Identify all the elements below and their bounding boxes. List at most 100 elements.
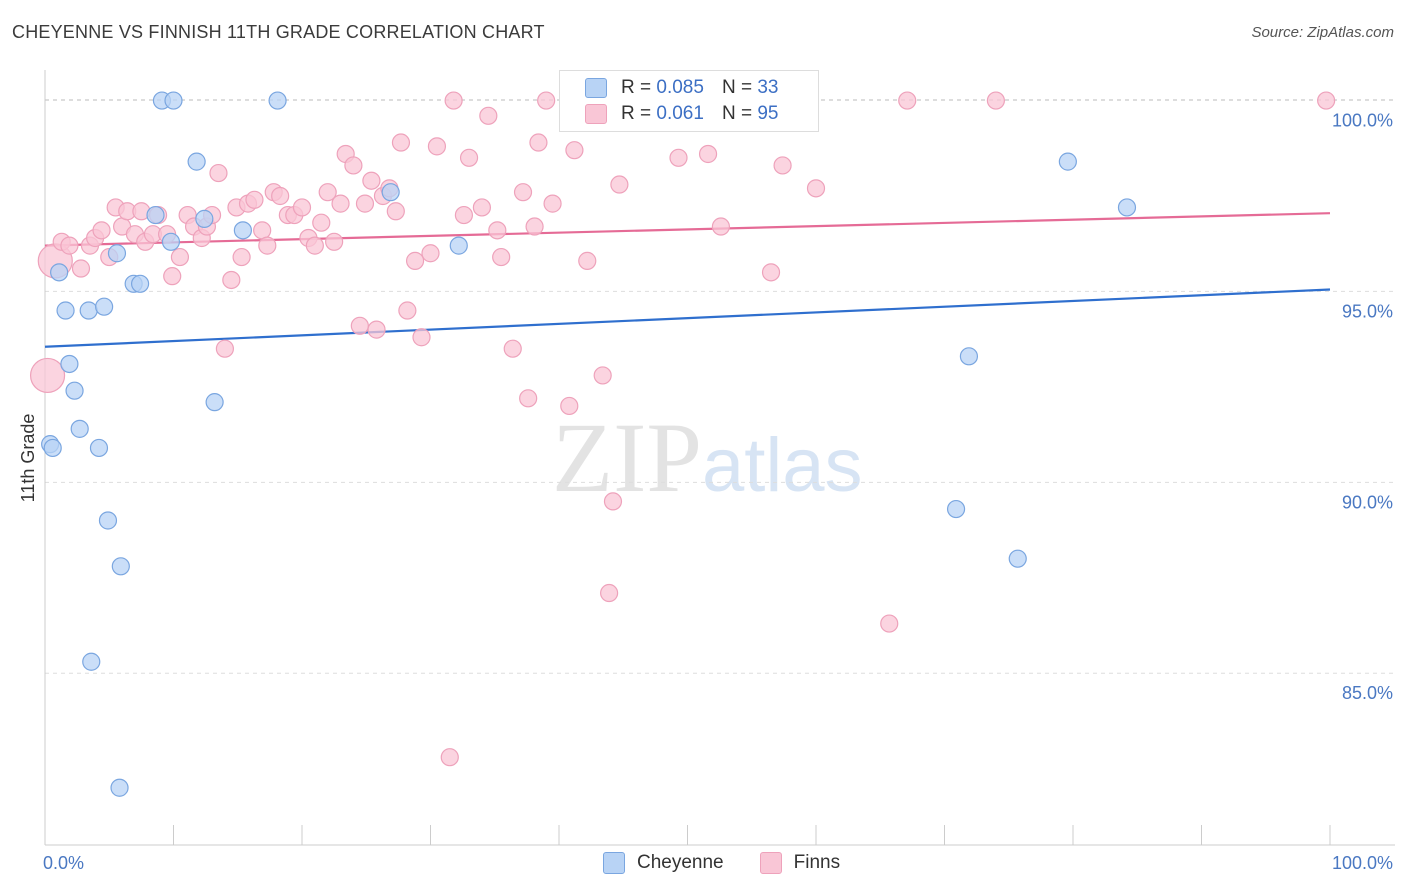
finns-point: [170, 247, 190, 267]
cheyenne-point: [110, 778, 129, 797]
cheyenne-swatch: [585, 78, 607, 98]
stats-row-cheyenne: R = 0.085 N = 33: [585, 75, 778, 101]
n-label: N =: [721, 103, 753, 124]
finns-point: [492, 247, 511, 267]
y-tick-label: 90.0%: [1342, 492, 1393, 512]
finns-point: [271, 186, 290, 206]
finns-swatch: [585, 104, 607, 124]
finns-point: [600, 583, 619, 603]
finns-point: [232, 247, 251, 267]
cheyenne-point: [95, 297, 114, 316]
y-tick-label: 95.0%: [1342, 301, 1393, 321]
finns-point: [698, 144, 718, 164]
finns-point: [537, 91, 556, 110]
cheyenne-point: [449, 236, 468, 255]
cheyenne-legend-swatch: [603, 852, 625, 874]
cheyenne-point: [56, 301, 75, 320]
y-tick-label: 85.0%: [1342, 683, 1393, 703]
finns-point: [519, 389, 538, 408]
axis-layer: [44, 70, 1395, 846]
finns-point: [806, 179, 826, 198]
finns-point: [565, 141, 584, 160]
finns-point: [325, 232, 344, 251]
stats-row-finns: R = 0.061 N = 95: [585, 101, 778, 127]
cheyenne-point: [1058, 152, 1077, 171]
finns-point: [412, 328, 431, 347]
finns-point: [479, 106, 498, 125]
r-value: 0.061: [656, 103, 704, 124]
grid-layer: [45, 99, 1395, 674]
finns-point: [318, 183, 337, 202]
finns-point: [488, 221, 507, 240]
r-label: R =: [621, 77, 652, 98]
watermark-zip: ZIP: [552, 402, 702, 513]
cheyenne-point: [98, 511, 118, 530]
finns-point: [711, 217, 731, 236]
cheyenne-trend-line: [44, 288, 1331, 348]
cheyenne-point: [205, 393, 224, 412]
legend-label-cheyenne: Cheyenne: [637, 852, 724, 873]
cheyenne-point: [381, 183, 400, 202]
legend-item-cheyenne[interactable]: Cheyenne: [603, 852, 724, 874]
y-tick-label: 100.0%: [1332, 111, 1393, 131]
finns-point: [459, 148, 479, 167]
finns-legend-swatch: [759, 852, 782, 874]
points-layer: [29, 91, 1336, 797]
cheyenne-point: [70, 419, 89, 438]
finns-point: [427, 137, 447, 156]
finns-point: [421, 244, 440, 263]
cheyenne-point: [233, 221, 252, 240]
finns-point: [331, 194, 350, 213]
watermark-atlas: atlas: [702, 423, 863, 508]
finns-point: [880, 614, 899, 633]
series-legend: Cheyenne Finns: [603, 852, 876, 874]
cheyenne-point: [79, 301, 98, 320]
x-tick-label: 100.0%: [1332, 853, 1393, 873]
finns-point: [386, 202, 405, 221]
cheyenne-point: [107, 244, 127, 263]
finns-point: [578, 251, 597, 270]
cheyenne-point: [89, 438, 109, 458]
finns-point: [92, 221, 111, 240]
chart-title: CHEYENNE VS FINNISH 11TH GRADE CORRELATI…: [12, 22, 545, 42]
cheyenne-point: [164, 91, 183, 110]
finns-point: [440, 748, 459, 767]
finns-point: [669, 148, 688, 167]
finns-point: [292, 198, 312, 217]
finns-point: [513, 183, 533, 202]
finns-point: [560, 396, 579, 416]
trend-layer: [44, 212, 1331, 348]
n-value: 33: [757, 77, 779, 98]
legend-item-finns[interactable]: Finns: [759, 852, 841, 874]
cheyenne-point: [161, 232, 181, 251]
cheyenne-point: [946, 499, 966, 519]
finns-point: [222, 270, 241, 290]
cheyenne-point: [959, 347, 979, 366]
cheyenne-point: [130, 274, 150, 293]
finns-point: [454, 205, 474, 225]
finns-trend-line: [44, 212, 1331, 247]
finns-point: [525, 217, 544, 236]
finns-point: [405, 251, 425, 270]
cheyenne-point: [43, 438, 62, 458]
watermark: ZIPatlas: [552, 400, 863, 515]
cheyenne-point: [60, 354, 79, 374]
finns-point: [362, 171, 381, 190]
cheyenne-point: [187, 152, 206, 171]
finns-point: [391, 133, 411, 152]
finns-point: [444, 91, 463, 110]
cheyenne-point: [1008, 549, 1027, 568]
finns-point: [986, 91, 1006, 110]
finns-point: [350, 316, 369, 335]
finns-point: [773, 156, 792, 175]
finns-point: [245, 190, 264, 209]
cheyenne-point: [50, 263, 69, 282]
finns-point: [258, 236, 277, 255]
legend-label-finns: Finns: [793, 852, 841, 873]
stats-legend: R = 0.085 N = 33 R = 0.061 N = 95: [559, 70, 819, 132]
finns-point: [344, 156, 363, 175]
finns-point: [71, 259, 91, 278]
finns-point: [472, 198, 491, 217]
finns-point: [215, 339, 234, 358]
